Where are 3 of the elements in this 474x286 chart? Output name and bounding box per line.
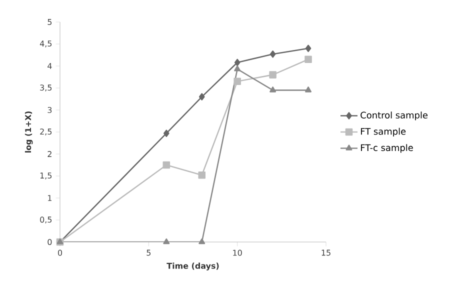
legend-label: Control sample: [360, 112, 428, 120]
legend-label: FT-c sample: [361, 144, 413, 153]
legend-label: FT sample: [361, 128, 406, 137]
